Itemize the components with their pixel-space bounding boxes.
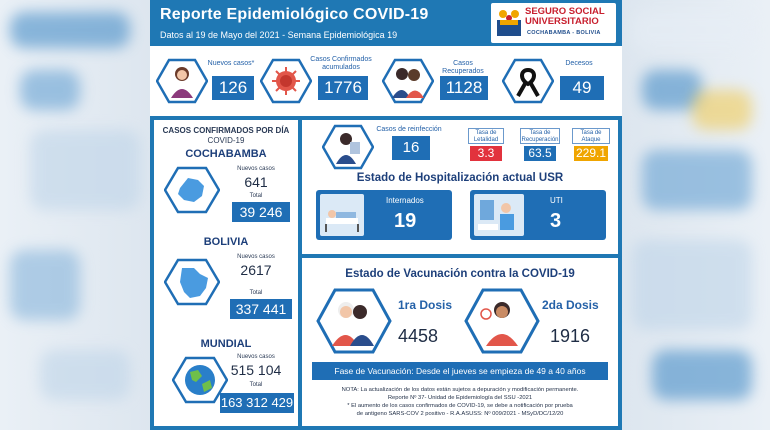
recovery-label-2: Recuperación <box>521 137 559 143</box>
cochabamba-new-value: 641 <box>244 174 268 190</box>
ssu-logo: SEGURO SOCIAL UNIVERSITARIO COCHABAMBA -… <box>491 3 616 43</box>
attack-rate-label: Tasa de Ataque <box>572 128 610 144</box>
bolivia-total-value: 337 441 <box>230 299 292 319</box>
reinfection-label: Casos de reinfección <box>376 126 442 133</box>
attack-label-2: Ataque <box>581 137 601 143</box>
attack-label-1: Tasa de <box>580 130 602 136</box>
note-line-3: * El aumento de los casos confirmados de… <box>347 403 573 409</box>
attack-rate-value: 229.1 <box>574 146 608 161</box>
vaccination-panel: Estado de Vacunación contra la COVID-19 … <box>302 258 618 426</box>
recovered-couple-icon <box>382 58 434 104</box>
cochabamba-total-label: Total <box>249 193 263 199</box>
woman-cough-icon <box>156 58 208 104</box>
confirmed-label-2: acumulados <box>322 64 360 71</box>
logo-text-line3: COCHABAMBA - BOLIVIA <box>527 30 601 36</box>
globe-icon <box>172 356 228 404</box>
hospitalization-panel: Casos de reinfección 16 Tasa de Letalida… <box>302 120 618 254</box>
bolivia-title: BOLIVIA <box>203 236 249 248</box>
reinfection-value: 16 <box>392 136 430 160</box>
icu-equipment-icon <box>474 194 524 236</box>
note-line-1: NOTA: La actualización de los datos está… <box>341 387 579 393</box>
internados-card: Internados 19 <box>316 190 452 240</box>
report-title: Reporte Epidemiológico COVID-19 <box>160 6 429 23</box>
deaths-label: Decesos <box>565 60 593 67</box>
confirmed-value: 1776 <box>318 76 368 100</box>
bolivia-new-value: 2617 <box>240 262 272 278</box>
lethality-label: Tasa de Letalidad <box>468 128 504 144</box>
left-heading-2: COVID-19 <box>207 136 245 145</box>
logo-text-line1: SEGURO SOCIAL <box>525 6 605 17</box>
background-right <box>622 0 770 430</box>
mundial-new-label: Nuevos casos <box>237 354 275 360</box>
hospitalization-title: Estado de Hospitalización actual USR <box>356 172 564 184</box>
report-subtitle: Datos al 19 de Mayo del 2021 - Semana Ep… <box>160 30 398 40</box>
dose2-label: 2da Dosis <box>542 298 599 312</box>
reinfection-patient-icon <box>322 124 374 170</box>
deaths-value: 49 <box>560 76 604 100</box>
mourning-ribbon-icon <box>502 58 554 104</box>
family-logo-icon <box>497 10 521 36</box>
cochabamba-total-value: 39 246 <box>232 202 290 222</box>
note-line-4: de antigeno SARS-COV 2 positivo - R.A.AS… <box>356 411 564 417</box>
cochabamba-new-label: Nuevos casos <box>237 166 275 172</box>
virus-icon <box>260 58 312 104</box>
internados-value: 19 <box>394 210 417 232</box>
infographic: Reporte Epidemiológico COVID-19 Datos al… <box>150 0 622 430</box>
mundial-title: MUNDIAL <box>200 338 252 350</box>
mundial-total-value: 163 312 429 <box>220 393 294 413</box>
background-left <box>0 0 150 430</box>
hospital-bed-icon <box>320 194 364 236</box>
cochabamba-title: COCHABAMBA <box>185 148 267 160</box>
mundial-total-label: Total <box>249 382 263 388</box>
lethality-value: 3.3 <box>470 146 502 161</box>
confirmed-label-1: Casos Confirmados <box>310 56 372 63</box>
dose1-label: 1ra Dosis <box>398 298 453 312</box>
dose1-value: 4458 <box>398 326 439 346</box>
recovery-label-1: Tasa de <box>529 130 551 136</box>
vaccinated-man-icon <box>464 288 540 354</box>
uti-label: UTI <box>550 196 563 205</box>
cochabamba-map-icon <box>164 166 220 214</box>
lethality-label-2: Letalidad <box>473 137 499 143</box>
lethality-label-1: Tasa de <box>475 130 497 136</box>
header: Reporte Epidemiológico COVID-19 Datos al… <box>150 0 622 46</box>
vaccination-phase: Fase de Vacunación: Desde el jueves se e… <box>312 362 608 380</box>
stats-row: Nuevos casos* 126 Casos Confirmados acum… <box>150 46 622 116</box>
bolivia-total-label: Total <box>249 290 263 296</box>
confirmed-by-day-panel: CASOS CONFIRMADOS POR DÍA COVID-19 COCHA… <box>154 120 298 426</box>
recovery-rate-label: Tasa de Recuperación <box>520 128 560 144</box>
recovery-rate-value: 63.5 <box>524 146 556 161</box>
bolivia-map-icon <box>164 258 220 306</box>
vaccination-title: Estado de Vacunación contra la COVID-19 <box>345 268 575 280</box>
mundial-new-value: 515 104 <box>230 362 282 378</box>
recovered-value: 1128 <box>440 76 488 100</box>
uti-value: 3 <box>550 210 562 232</box>
logo-text-line2: UNIVERSITARIO <box>525 16 599 27</box>
vaccination-couple-icon <box>316 288 392 354</box>
left-heading-1: CASOS CONFIRMADOS POR DÍA <box>162 126 290 135</box>
new-cases-label: Nuevos casos* <box>207 60 255 67</box>
bolivia-new-label: Nuevos casos <box>237 254 275 260</box>
internados-label: Internados <box>386 196 424 205</box>
note-line-2: Reporte Nº 37- Unidad de Epidemiología d… <box>387 395 533 401</box>
recovered-label: Casos Recuperados <box>442 60 484 75</box>
dose2-value: 1916 <box>550 326 591 346</box>
uti-card: UTI 3 <box>470 190 606 240</box>
new-cases-value: 126 <box>212 76 254 100</box>
